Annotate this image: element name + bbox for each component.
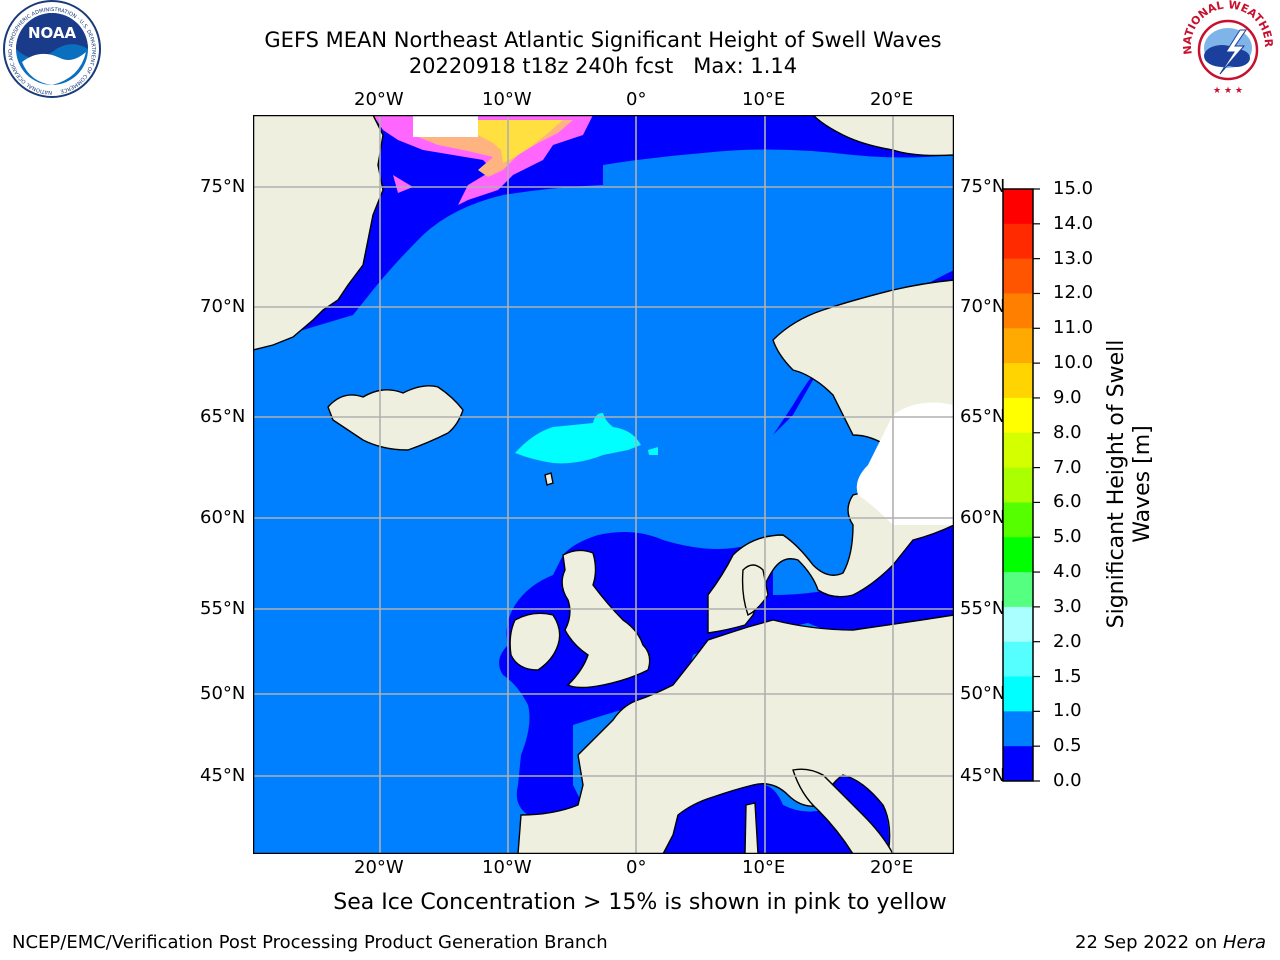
colorbar-segment <box>1003 189 1033 225</box>
colorbar-segment <box>1003 363 1033 399</box>
colorbar-label-line2: Waves [m] <box>1130 425 1155 543</box>
swell-height-map <box>253 115 954 854</box>
lat-tick-right-55n: 55°N <box>960 598 1006 619</box>
colorbar-label: Significant Height of Swell Waves [m] <box>1104 284 1156 684</box>
lon-tick-top-10w: 10°W <box>482 89 532 110</box>
colorbar-label-line1: Significant Height of Swell <box>1104 339 1129 629</box>
colorbar-segment <box>1003 711 1033 747</box>
lat-tick-left-75n: 75°N <box>200 176 246 197</box>
footer-host: Hera <box>1222 932 1266 953</box>
colorbar-segment <box>1003 293 1033 329</box>
colorbar-segment <box>1003 223 1033 260</box>
colorbar-segment <box>1003 397 1033 434</box>
colorbar-tick-label: 2.0 <box>1053 630 1082 652</box>
svg-text:★ ★ ★: ★ ★ ★ <box>1213 86 1243 96</box>
lat-tick-left-45n: 45°N <box>200 765 246 786</box>
colorbar-tick-label: 4.0 <box>1053 561 1082 583</box>
colorbar-tick-label: 5.0 <box>1053 526 1082 548</box>
lat-tick-left-70n: 70°N <box>200 296 246 317</box>
colorbar <box>1002 188 1040 782</box>
lat-tick-right-70n: 70°N <box>960 296 1006 317</box>
lat-tick-right-75n: 75°N <box>960 176 1006 197</box>
chart-title-line1: GEFS MEAN Northeast Atlantic Significant… <box>264 28 942 52</box>
colorbar-tick-label: 7.0 <box>1053 456 1082 478</box>
noaa-logo-text: NOAA <box>28 24 77 42</box>
graticule <box>253 115 954 854</box>
colorbar-segment <box>1003 606 1033 643</box>
lat-tick-right-45n: 45°N <box>960 765 1006 786</box>
colorbar-tick-label: 11.0 <box>1053 317 1094 339</box>
colorbar-tick-label: 15.0 <box>1053 178 1094 199</box>
colorbar-tick-label: 13.0 <box>1053 247 1094 269</box>
lat-tick-left-60n: 60°N <box>200 507 246 528</box>
colorbar-tick-label: 1.0 <box>1053 700 1082 722</box>
colorbar-tick-label: 0.0 <box>1053 770 1082 791</box>
lon-tick-bottom-20w: 20°W <box>354 857 404 878</box>
nws-logo: NATIONAL WEATHER SERVICE ★ ★ ★ <box>1178 0 1276 98</box>
colorbar-tick-label: 3.0 <box>1053 595 1082 617</box>
lon-tick-top-10e: 10°E <box>742 89 786 110</box>
lon-tick-top-20e: 20°E <box>870 89 914 110</box>
lat-tick-left-50n: 50°N <box>200 683 246 704</box>
italy <box>792 768 894 854</box>
colorbar-segment <box>1003 502 1033 538</box>
low-swell-north <box>253 115 954 345</box>
sea-ice-note: Sea Ice Concentration > 15% is shown in … <box>333 890 947 915</box>
iceland <box>327 385 464 451</box>
colorbar-tick-label: 9.0 <box>1053 386 1082 408</box>
footer-credit: NCEP/EMC/Verification Post Processing Pr… <box>12 932 608 953</box>
lat-tick-right-60n: 60°N <box>960 507 1006 528</box>
lon-tick-bottom-10e: 10°E <box>742 857 786 878</box>
chart-title-line2: 20220918 t18z 240h fcst Max: 1.14 <box>408 54 798 78</box>
denmark <box>741 564 769 616</box>
colorbar-tick-label: 14.0 <box>1053 212 1094 234</box>
colorbar-tick-label: 6.0 <box>1053 491 1082 513</box>
faroes <box>544 472 554 486</box>
colorbar-segment <box>1003 258 1033 294</box>
noaa-logo: NOAA NATIONAL OCEANIC AND ATMOSPHERIC AD… <box>3 0 101 98</box>
colorbar-tick-label: 8.0 <box>1053 421 1082 443</box>
colorbar-segment <box>1003 537 1033 573</box>
gulf-of-bothnia-mask <box>856 402 954 525</box>
footer-date: 22 Sep 2022 on Hera <box>1075 932 1266 953</box>
lon-tick-top-0: 0° <box>626 89 647 110</box>
lat-tick-left-55n: 55°N <box>200 598 246 619</box>
colorbar-segment <box>1003 467 1033 503</box>
lat-tick-left-65n: 65°N <box>200 406 246 427</box>
map-frame <box>253 115 954 854</box>
colorbar-segment <box>1003 641 1033 678</box>
ireland <box>509 612 561 671</box>
colorbar-tick-label: 12.0 <box>1053 282 1094 304</box>
great-britain <box>561 549 651 689</box>
colorbar-segment <box>1003 432 1033 469</box>
colorbar-tick-label: 1.5 <box>1053 665 1082 687</box>
colorbar-tick-label: 0.5 <box>1053 735 1082 757</box>
colorbar-segment <box>1003 746 1033 782</box>
lon-tick-bottom-0: 0° <box>626 857 647 878</box>
footer-date-text: 22 Sep 2022 on <box>1075 932 1223 953</box>
corsica-sardinia <box>744 802 759 854</box>
svalbard <box>812 115 954 157</box>
swell-cell-cyan <box>515 413 641 464</box>
colorbar-frame <box>1002 188 1034 782</box>
lat-tick-right-50n: 50°N <box>960 683 1006 704</box>
colorbar-segment <box>1003 572 1033 608</box>
lon-tick-bottom-20e: 20°E <box>870 857 914 878</box>
lon-tick-top-20w: 20°W <box>354 89 404 110</box>
colorbar-segment <box>1003 328 1033 364</box>
colorbar-segment <box>1003 676 1033 712</box>
colorbar-tick-label: 10.0 <box>1053 352 1094 374</box>
sea-ice-field <box>373 115 593 205</box>
lon-tick-bottom-10w: 10°W <box>482 857 532 878</box>
lat-tick-right-65n: 65°N <box>960 406 1006 427</box>
